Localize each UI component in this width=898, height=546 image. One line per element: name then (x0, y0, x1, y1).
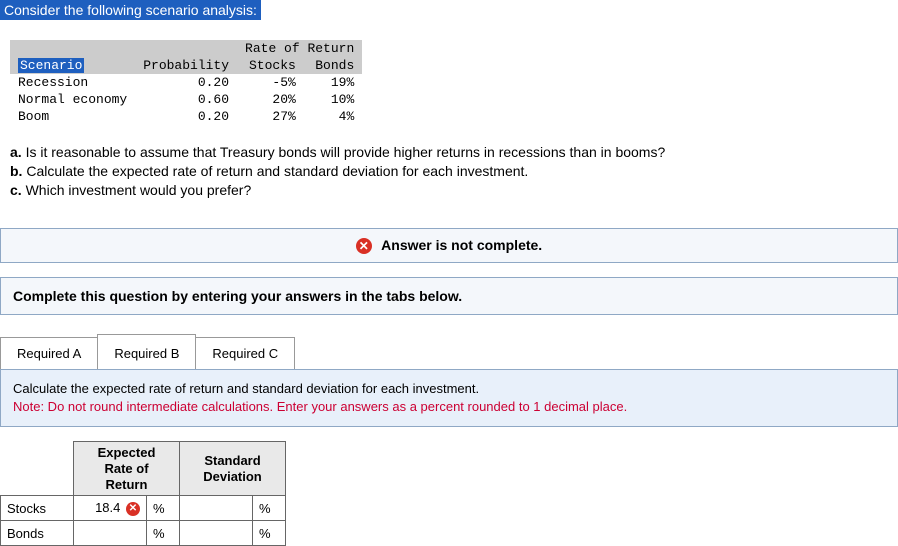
answer-table: ExpectedRate ofReturn StandardDeviation … (0, 441, 286, 546)
table-row: Recession 0.20 -5% 19% (10, 74, 362, 91)
pct-label: % (147, 521, 180, 546)
col-stocks: Stocks (237, 57, 304, 74)
col-std-dev: StandardDeviation (180, 442, 286, 496)
tabs: Required A Required B Required C (0, 337, 898, 369)
stocks-expected-input[interactable]: 18.4 ✕ (74, 496, 147, 521)
tab-required-c[interactable]: Required C (195, 337, 295, 369)
prompt-note: Note: Do not round intermediate calculat… (13, 398, 885, 416)
pct-label: % (147, 496, 180, 521)
col-scenario: Scenario (18, 58, 84, 73)
pct-label: % (253, 496, 286, 521)
table-row: Boom 0.20 27% 4% (10, 108, 362, 125)
table-row: Bonds % % (1, 521, 286, 546)
bonds-stddev-input[interactable] (180, 521, 253, 546)
pct-label: % (253, 521, 286, 546)
prompt-main: Calculate the expected rate of return an… (13, 380, 885, 398)
scenario-table: Rate of Return Scenario Probability Stoc… (10, 40, 898, 125)
status-banner: ✕ Answer is not complete. (0, 228, 898, 263)
col-probability: Probability (135, 57, 237, 74)
bonds-expected-input[interactable] (74, 521, 147, 546)
col-expected-return: ExpectedRate ofReturn (74, 442, 180, 496)
status-text: Answer is not complete. (381, 237, 542, 253)
instruction-banner: Complete this question by entering your … (0, 277, 898, 315)
tab-required-b[interactable]: Required B (97, 334, 196, 369)
error-icon: ✕ (356, 238, 372, 254)
page-title: Consider the following scenario analysis… (0, 0, 261, 20)
tab-prompt: Calculate the expected rate of return an… (0, 369, 898, 427)
tab-required-a[interactable]: Required A (0, 337, 98, 369)
stocks-stddev-input[interactable] (180, 496, 253, 521)
col-bonds: Bonds (304, 57, 362, 74)
question-list: a. Is it reasonable to assume that Treas… (10, 143, 888, 200)
table-row: Normal economy 0.60 20% 10% (10, 91, 362, 108)
error-icon: ✕ (126, 502, 140, 516)
table-row: Stocks 18.4 ✕ % % (1, 496, 286, 521)
row-stocks-label: Stocks (1, 496, 74, 521)
rate-of-return-header: Rate of Return (237, 40, 362, 57)
row-bonds-label: Bonds (1, 521, 74, 546)
